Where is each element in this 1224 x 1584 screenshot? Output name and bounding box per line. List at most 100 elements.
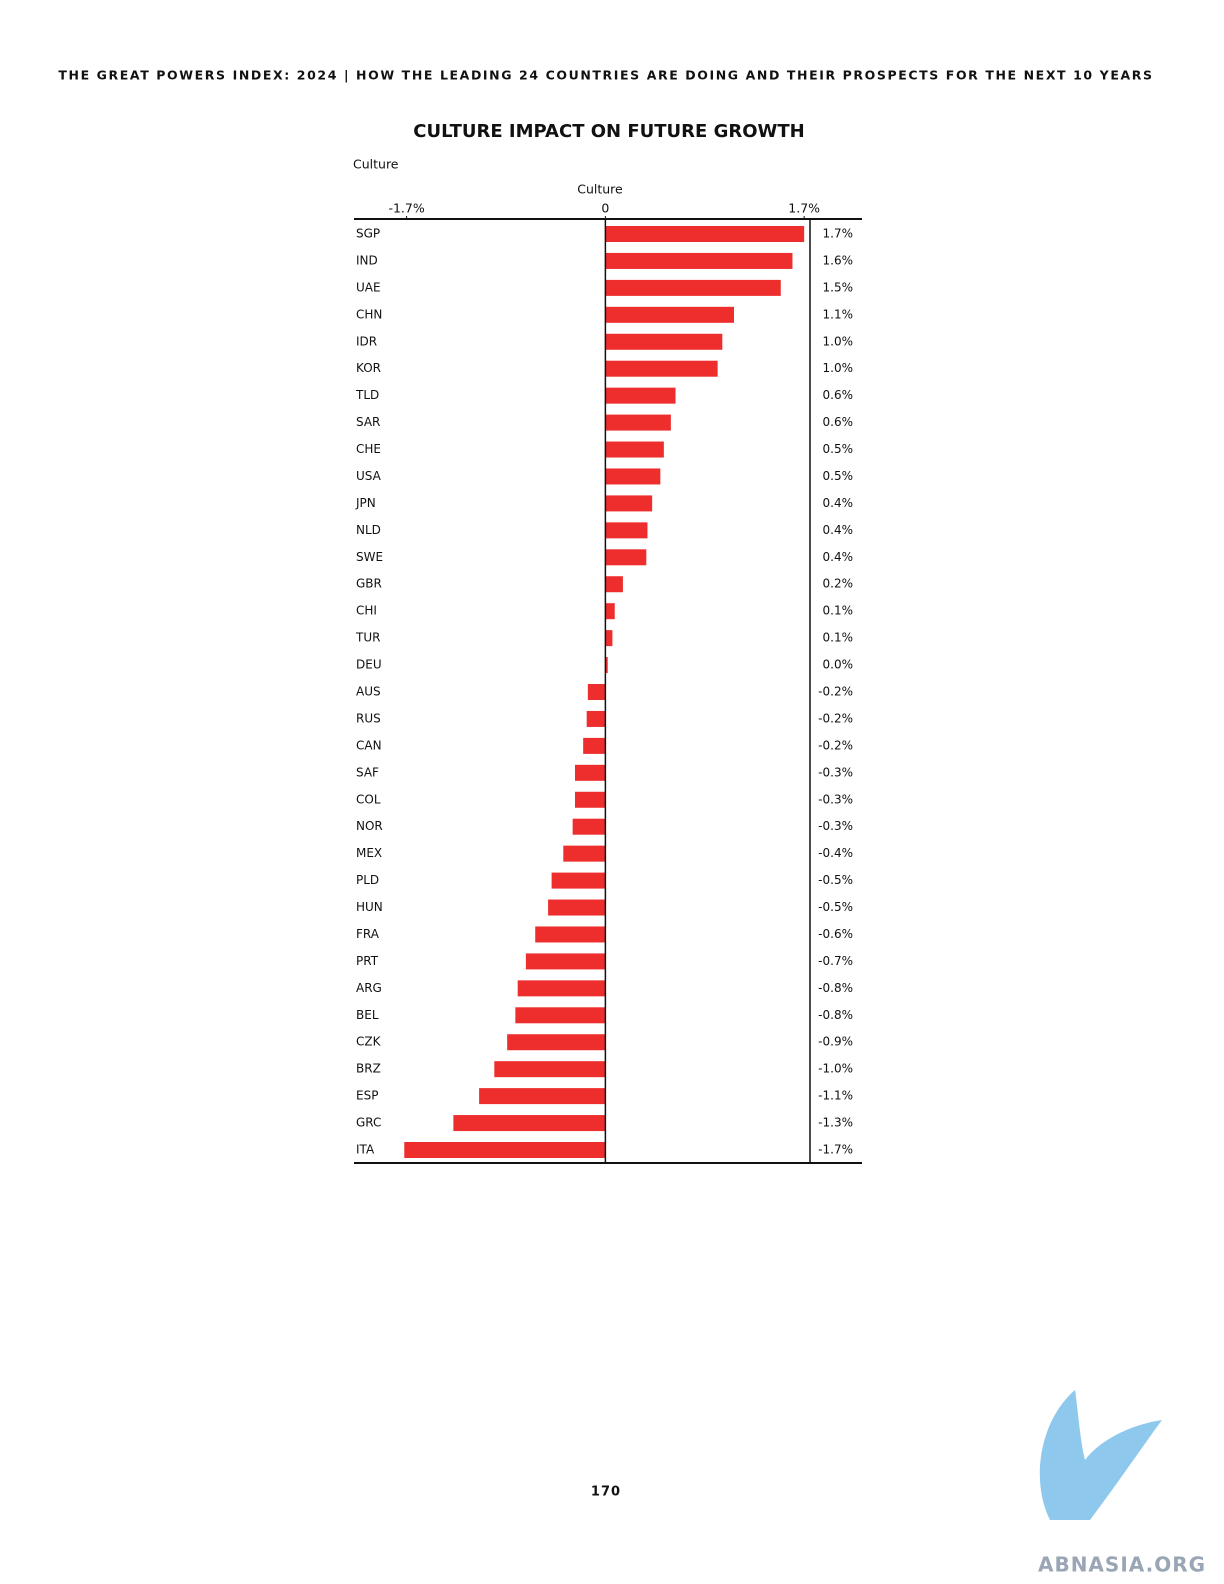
watermark-text: ABNASIA.ORG <box>1038 1553 1206 1577</box>
bar <box>453 1115 606 1132</box>
value-label: 0.5% <box>823 469 854 483</box>
bar <box>517 980 606 997</box>
category-label: COL <box>356 792 381 806</box>
category-label: NOR <box>356 819 383 833</box>
value-label: -0.2% <box>818 738 853 752</box>
value-label: 1.1% <box>823 307 854 321</box>
category-label: TLD <box>355 388 379 402</box>
bar <box>605 226 805 242</box>
value-label: 1.0% <box>823 334 854 348</box>
category-label: CHI <box>356 604 377 618</box>
bar <box>605 549 647 566</box>
value-label: 0.5% <box>823 442 854 456</box>
category-label: PRT <box>356 954 379 968</box>
value-label: -1.1% <box>818 1089 853 1103</box>
category-label: BEL <box>356 1008 379 1022</box>
bar <box>605 360 718 377</box>
category-label: CHE <box>356 442 381 456</box>
bar <box>605 468 661 485</box>
bar <box>587 684 606 700</box>
value-label: -1.0% <box>818 1062 853 1076</box>
value-label: 0.2% <box>823 577 854 591</box>
value-label: 1.0% <box>823 361 854 375</box>
bar <box>572 818 606 835</box>
value-label: -0.4% <box>818 846 853 860</box>
bar <box>605 333 723 350</box>
category-label: PLD <box>356 873 379 887</box>
bar <box>548 899 606 916</box>
bar <box>605 252 793 269</box>
bar <box>605 387 676 404</box>
bar <box>605 522 648 539</box>
value-label: 0.0% <box>823 658 854 672</box>
bar <box>605 576 623 593</box>
value-label: -1.3% <box>818 1116 853 1130</box>
bar <box>605 657 608 674</box>
category-label: CAN <box>356 738 382 752</box>
bar <box>583 737 606 754</box>
bar <box>605 495 653 512</box>
bar <box>605 441 664 458</box>
value-label: -0.9% <box>818 1035 853 1049</box>
chart-title: CULTURE IMPACT ON FUTURE GROWTH <box>413 121 804 142</box>
category-label: SGP <box>356 227 380 241</box>
bird-icon <box>1039 1390 1162 1520</box>
category-label: BRZ <box>356 1062 381 1076</box>
bar <box>574 791 606 808</box>
category-label: ESP <box>356 1089 378 1103</box>
category-label: GBR <box>356 577 382 591</box>
category-label: AUS <box>356 685 381 699</box>
page-header: THE GREAT POWERS INDEX: 2024 | HOW THE L… <box>58 68 1153 83</box>
value-label: 0.6% <box>823 415 854 429</box>
value-label: -0.8% <box>818 981 853 995</box>
category-label: UAE <box>356 280 381 294</box>
value-label: 0.6% <box>823 388 854 402</box>
x-tick-label: 0 <box>601 201 609 216</box>
category-label: NLD <box>356 523 381 537</box>
value-label: -0.8% <box>818 1008 853 1022</box>
category-label: RUS <box>356 711 381 725</box>
category-label: CHN <box>356 307 382 321</box>
bar <box>525 953 606 970</box>
value-label: -0.3% <box>818 792 853 806</box>
category-label: MEX <box>356 846 382 860</box>
watermark-logo: ABNASIA.ORG <box>1038 1390 1206 1577</box>
value-label: 0.4% <box>823 496 854 510</box>
value-label: -0.5% <box>818 900 853 914</box>
value-label: -0.2% <box>818 685 853 699</box>
value-label: -0.3% <box>818 819 853 833</box>
value-label: -0.3% <box>818 765 853 779</box>
bar <box>605 279 781 296</box>
category-label: GRC <box>356 1116 381 1130</box>
category-label: IND <box>356 253 378 267</box>
bar <box>479 1088 606 1105</box>
value-label: 1.7% <box>823 227 854 241</box>
value-label: -0.2% <box>818 711 853 725</box>
bar <box>605 306 734 323</box>
category-label: SWE <box>356 550 383 564</box>
category-label: ARG <box>356 981 382 995</box>
value-label: -0.5% <box>818 873 853 887</box>
category-label: FRA <box>356 927 380 941</box>
axis-label: Culture <box>577 182 623 197</box>
value-label: -0.7% <box>818 954 853 968</box>
bar <box>535 926 606 943</box>
value-label: 0.4% <box>823 550 854 564</box>
x-tick-label: -1.7% <box>388 201 424 216</box>
category-label: TUR <box>355 631 380 645</box>
value-label: 0.4% <box>823 523 854 537</box>
value-label: 1.6% <box>823 253 854 267</box>
value-label: -1.7% <box>818 1143 853 1157</box>
bar <box>586 710 606 727</box>
category-label: JPN <box>355 496 376 510</box>
bar <box>605 630 613 647</box>
category-label: SAR <box>356 415 380 429</box>
x-tick-label: 1.7% <box>788 201 820 216</box>
bar <box>507 1034 606 1051</box>
bar <box>551 872 606 889</box>
value-label: -0.6% <box>818 927 853 941</box>
category-label: IDR <box>356 334 377 348</box>
category-label: SAF <box>356 765 379 779</box>
bar <box>605 603 615 620</box>
